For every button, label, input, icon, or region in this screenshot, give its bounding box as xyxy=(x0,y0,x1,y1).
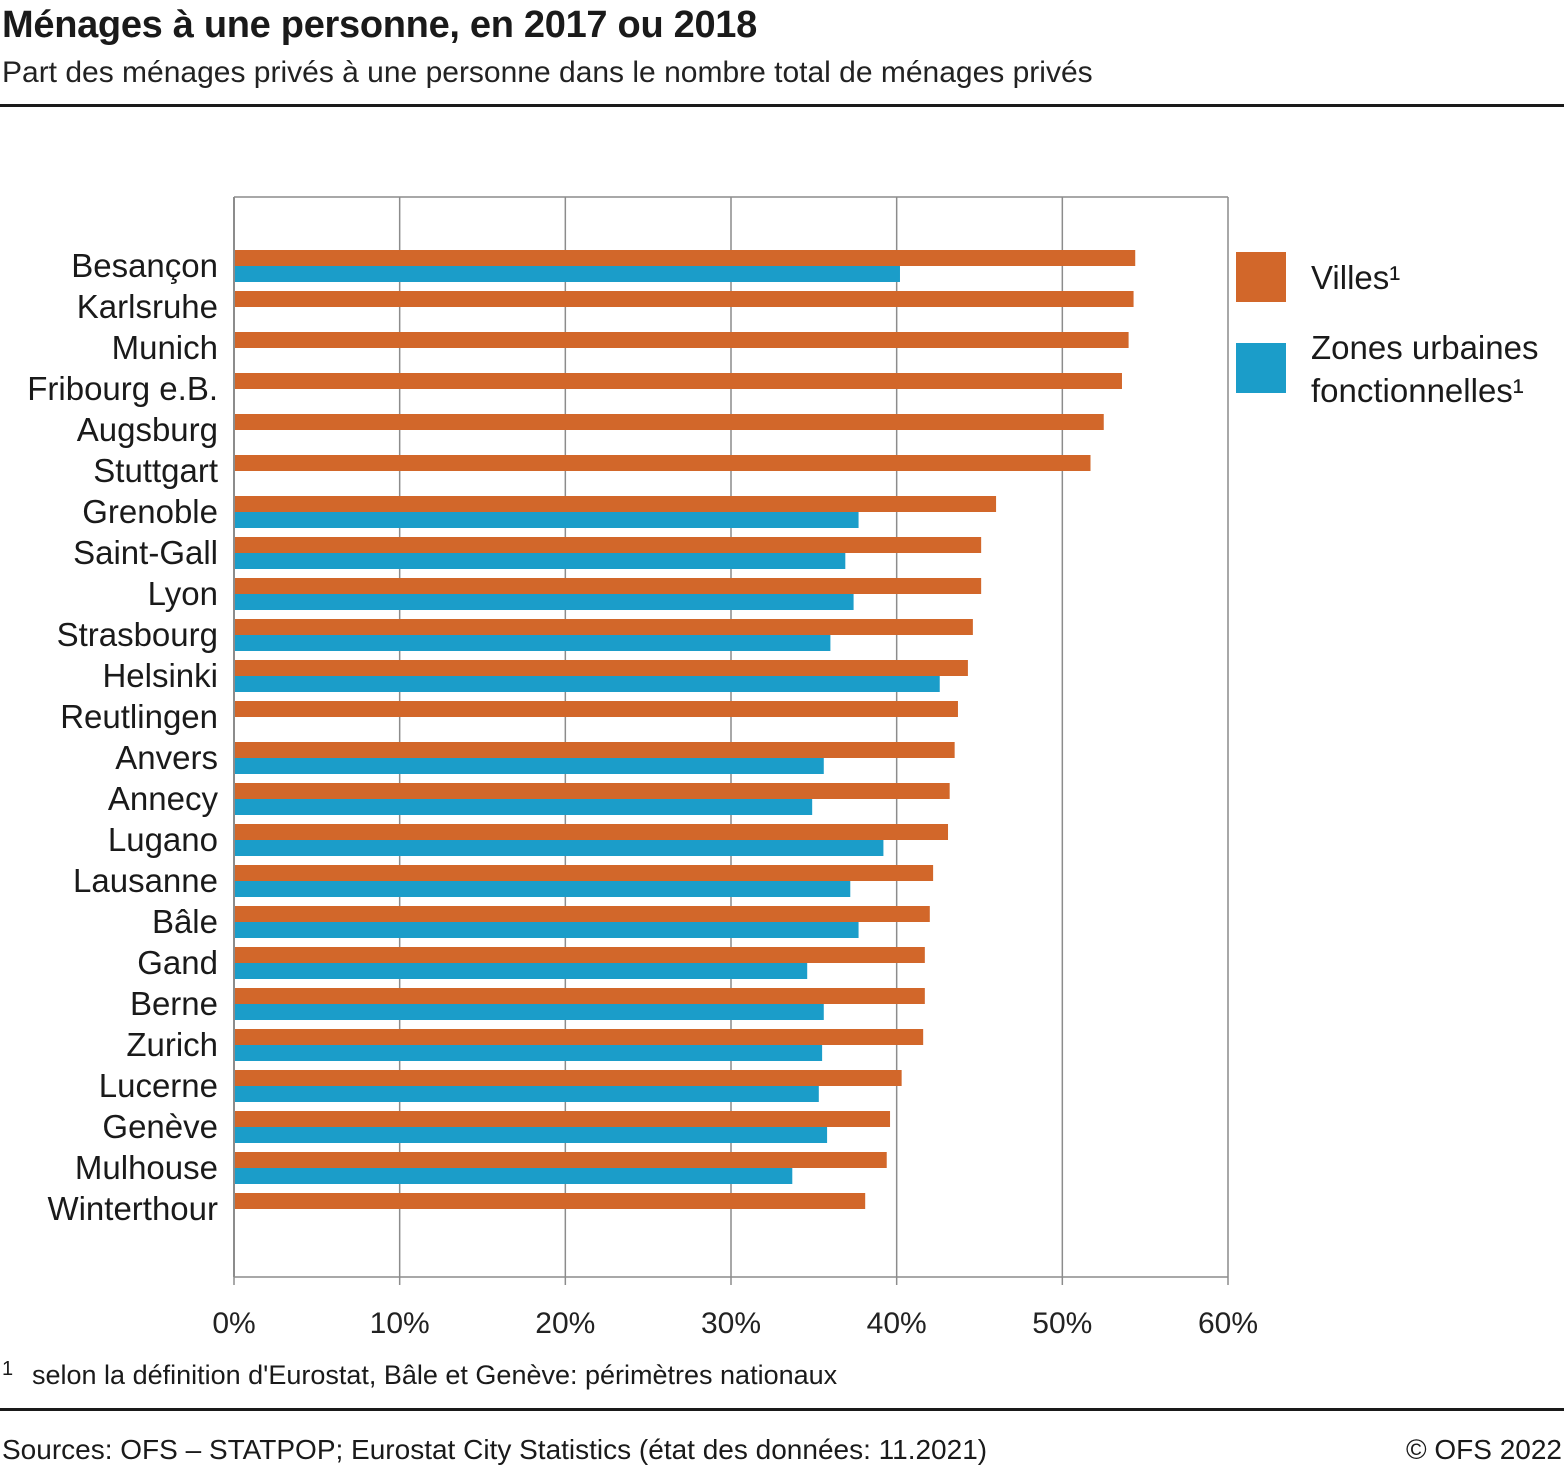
category-label: Lucerne xyxy=(99,1067,218,1104)
category-label: Berne xyxy=(130,985,218,1022)
bar-villes xyxy=(234,906,930,922)
bar-zones xyxy=(234,922,859,938)
bar-villes xyxy=(234,537,982,553)
bar-zones xyxy=(234,1045,823,1061)
category-label: Fribourg e.B. xyxy=(27,370,218,407)
bar-zones xyxy=(234,881,851,897)
source-text: Sources: OFS – STATPOP; Eurostat City St… xyxy=(2,1434,988,1465)
category-label: Grenoble xyxy=(82,493,218,530)
bar-villes xyxy=(234,1193,866,1209)
x-tick-label: 0% xyxy=(212,1307,255,1340)
bar-villes xyxy=(234,742,955,758)
category-label: Karlsruhe xyxy=(77,288,218,325)
category-label: Zurich xyxy=(126,1026,218,1063)
bar-villes xyxy=(234,496,997,512)
category-label: Augsburg xyxy=(77,411,218,448)
category-label: Genève xyxy=(102,1108,218,1145)
chart-subtitle: Part des ménages privés à une personne d… xyxy=(2,56,1093,89)
category-label: Saint-Gall xyxy=(73,534,218,571)
category-label: Gand xyxy=(137,944,218,981)
bar-villes xyxy=(234,660,968,676)
category-label: Strasbourg xyxy=(57,616,218,653)
footnote-marker: 1 xyxy=(2,1358,14,1380)
category-label: Lyon xyxy=(148,575,218,612)
bar-villes xyxy=(234,250,1136,266)
bar-villes xyxy=(234,455,1091,471)
x-tick-label: 10% xyxy=(370,1307,430,1340)
x-tick-label: 60% xyxy=(1198,1307,1258,1340)
bar-zones xyxy=(234,676,940,692)
category-label: Helsinki xyxy=(102,657,218,694)
bar-villes xyxy=(234,373,1122,389)
bar-zones xyxy=(234,840,884,856)
category-label: Stuttgart xyxy=(93,452,218,489)
bar-villes xyxy=(234,619,973,635)
x-tick-label: 50% xyxy=(1032,1307,1092,1340)
legend-swatch-villes xyxy=(1236,252,1286,302)
bar-villes xyxy=(234,824,949,840)
legend-label-villes: Villes¹ xyxy=(1311,259,1401,296)
bar-zones xyxy=(234,1086,819,1102)
x-tick-label: 40% xyxy=(867,1307,927,1340)
bar-villes xyxy=(234,1029,924,1045)
bar-zones xyxy=(234,963,808,979)
category-label: Munich xyxy=(112,329,218,366)
category-label: Lugano xyxy=(108,821,218,858)
bar-villes xyxy=(234,783,950,799)
bar-villes xyxy=(234,1070,902,1086)
bar-villes xyxy=(234,1152,887,1168)
bar-villes xyxy=(234,578,982,594)
bar-zones xyxy=(234,553,846,569)
bar-zones xyxy=(234,1004,824,1020)
bar-villes xyxy=(234,332,1129,348)
category-label: Bâle xyxy=(152,903,218,940)
x-tick-label: 20% xyxy=(535,1307,595,1340)
bar-zones xyxy=(234,1168,793,1184)
bar-villes xyxy=(234,988,925,1004)
category-label: Reutlingen xyxy=(60,698,218,735)
copyright-text: © OFS 2022 xyxy=(1405,1434,1562,1465)
bar-zones xyxy=(234,799,813,815)
bar-villes xyxy=(234,291,1134,307)
bar-zones xyxy=(234,635,831,651)
x-tick-label: 30% xyxy=(701,1307,761,1340)
category-label: Mulhouse xyxy=(75,1149,218,1186)
top-divider xyxy=(0,104,1564,107)
bar-villes xyxy=(234,701,958,717)
category-label: Winterthour xyxy=(47,1190,218,1227)
category-label: Anvers xyxy=(115,739,218,776)
chart-title: Ménages à une personne, en 2017 ou 2018 xyxy=(2,4,757,46)
bar-villes xyxy=(234,414,1104,430)
legend-swatch-zones xyxy=(1236,343,1286,393)
category-label: Besançon xyxy=(71,247,218,284)
legend-label-zones-line2: fonctionnelles¹ xyxy=(1311,372,1524,409)
bar-zones xyxy=(234,512,859,528)
bar-villes xyxy=(234,947,925,963)
category-label: Lausanne xyxy=(73,862,218,899)
footnote-text: selon la définition d'Eurostat, Bâle et … xyxy=(32,1360,838,1390)
bar-villes xyxy=(234,1111,891,1127)
bar-zones xyxy=(234,266,900,282)
bottom-divider xyxy=(0,1408,1564,1411)
bar-zones xyxy=(234,758,824,774)
bar-zones xyxy=(234,594,854,610)
legend-label-zones-line1: Zones urbaines xyxy=(1311,329,1539,366)
bar-villes xyxy=(234,865,934,881)
bar-zones xyxy=(234,1127,828,1143)
category-label: Annecy xyxy=(108,780,219,817)
